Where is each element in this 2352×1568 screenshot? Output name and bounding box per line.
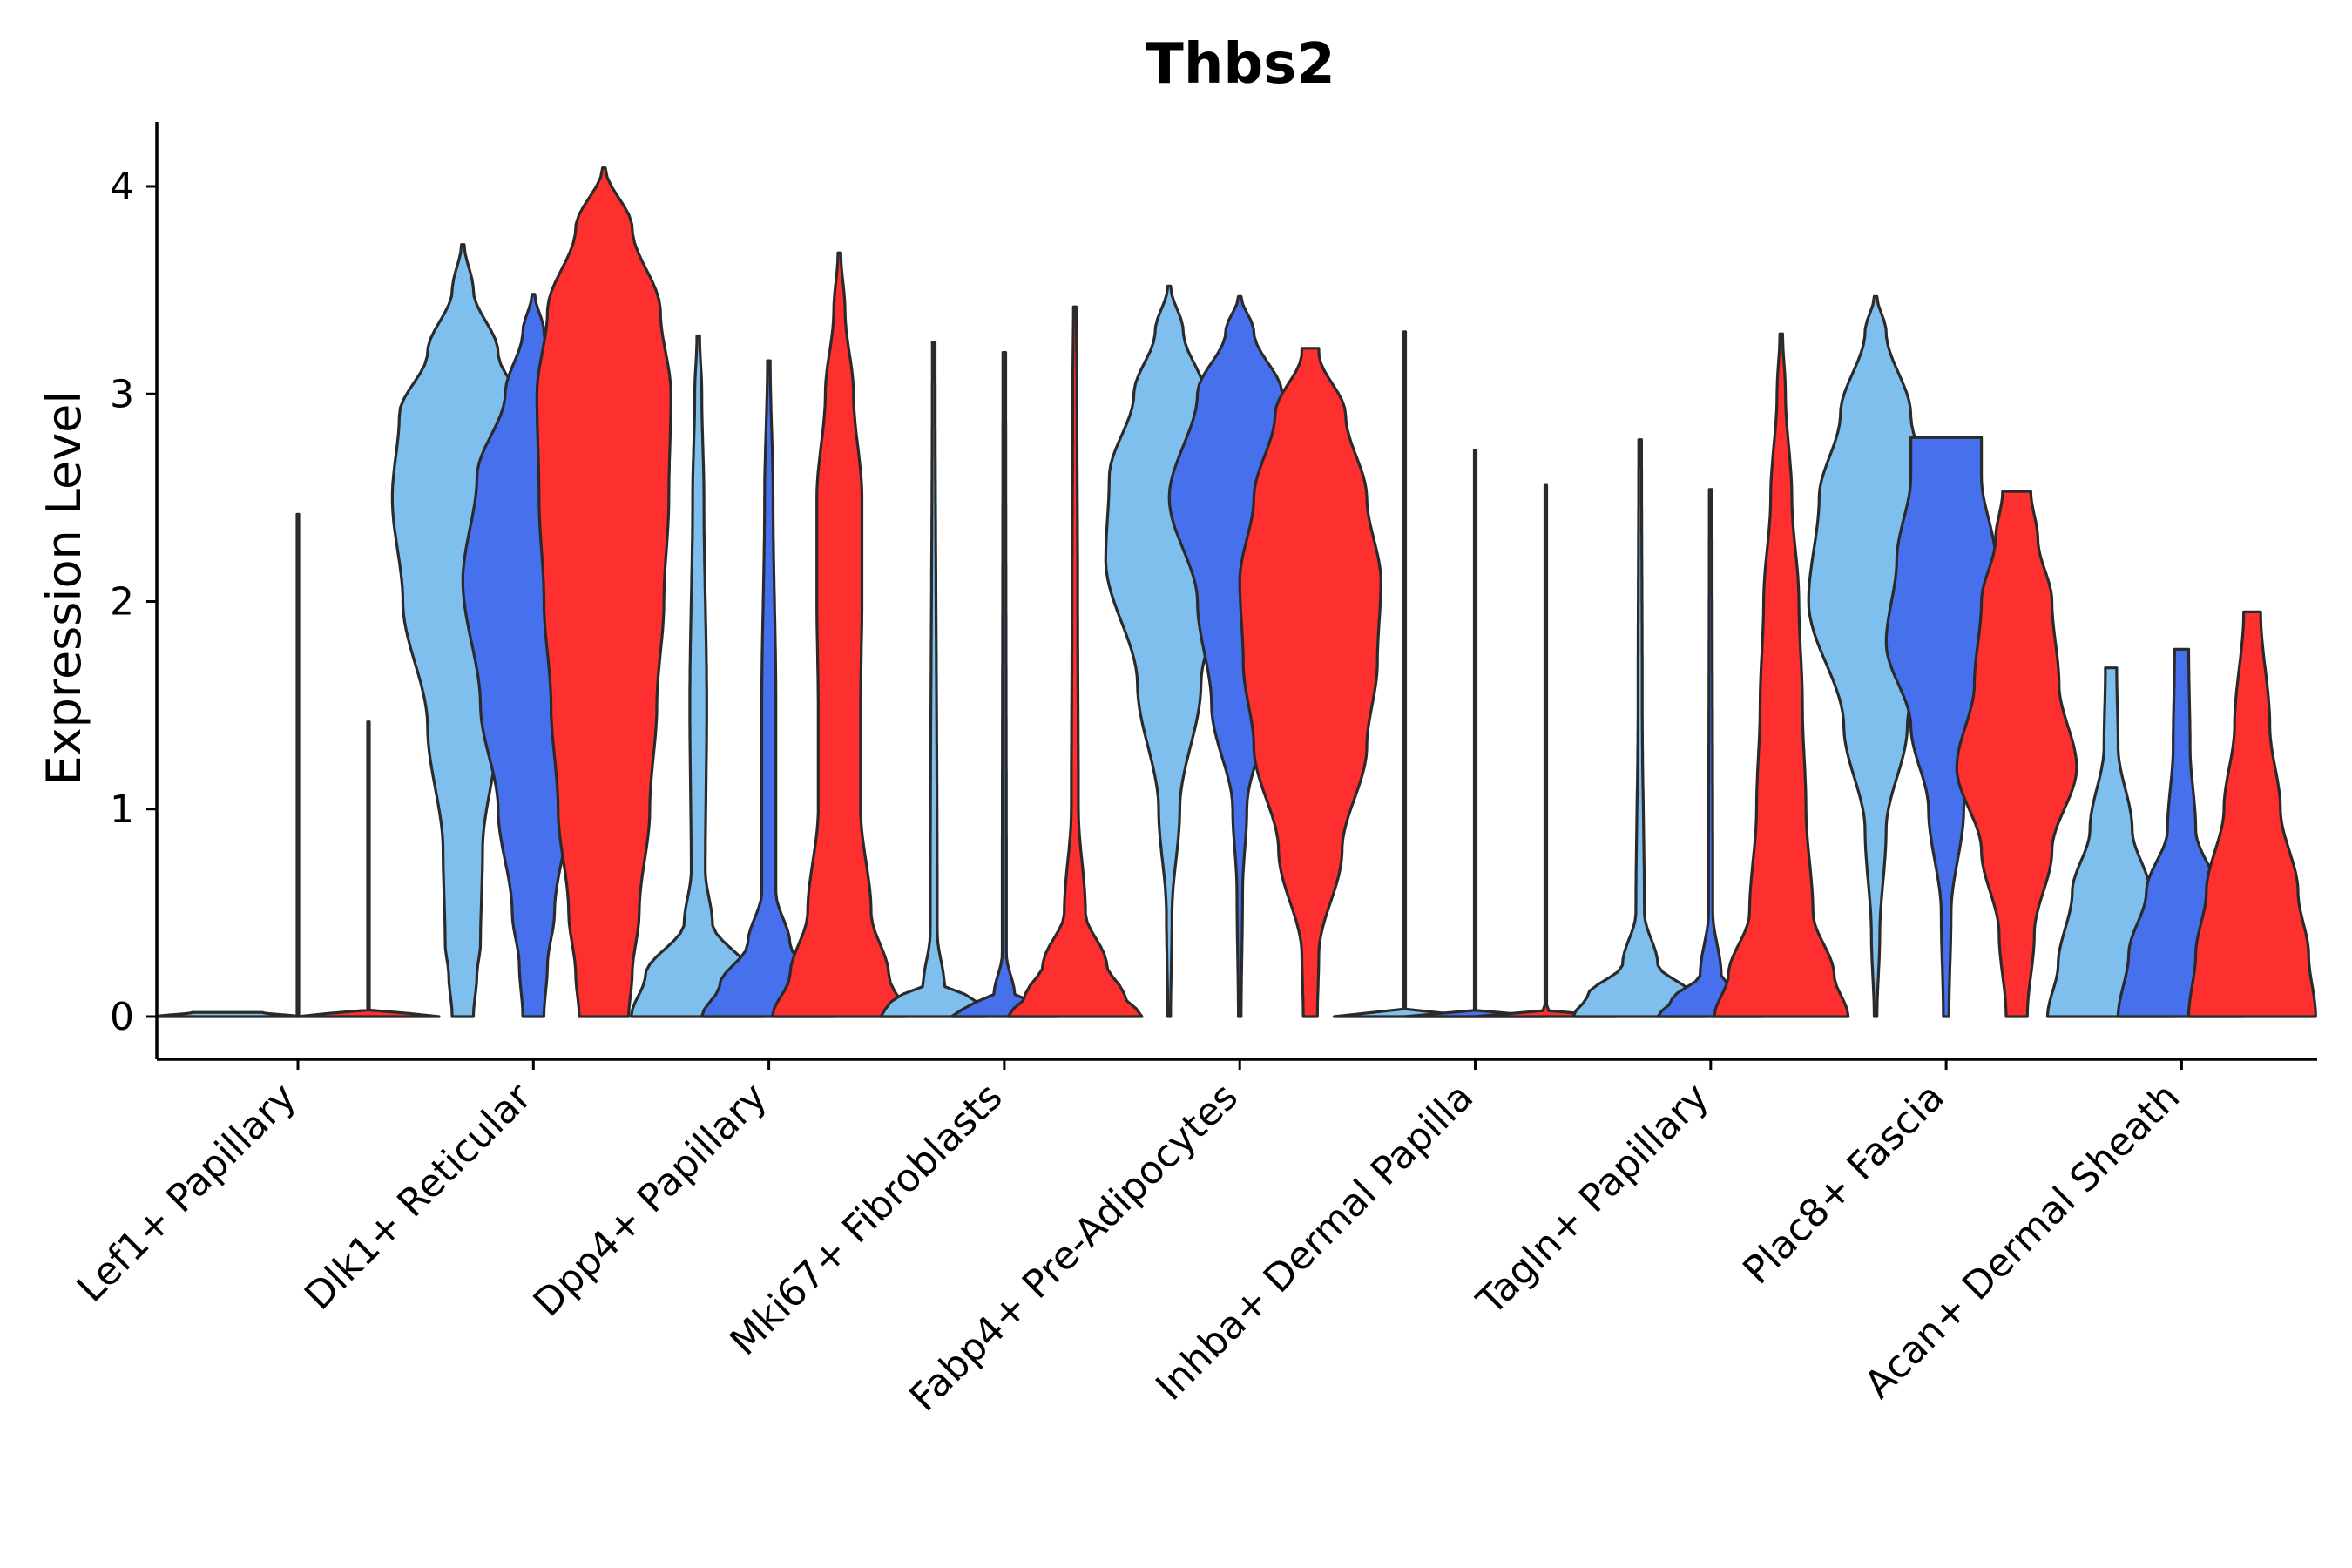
violin-6-2 bbox=[1402, 449, 1548, 1018]
y-tick-label: 2 bbox=[110, 580, 134, 625]
violin-4-1 bbox=[879, 341, 989, 1018]
chart-title: Thbs2 bbox=[1146, 32, 1335, 97]
violin-1-3 bbox=[296, 720, 441, 1018]
x-tick-label: Plac8+ Fascia bbox=[1734, 1075, 1953, 1294]
violin-2-3 bbox=[535, 166, 672, 1018]
violin-4-3 bbox=[1006, 305, 1144, 1018]
violin-9-3 bbox=[2186, 610, 2317, 1018]
violin-1-2 bbox=[295, 512, 301, 1018]
axes-layer: 0 1 2 3 4 bbox=[110, 122, 2317, 1070]
x-tick-label: Tagln+ Papillary bbox=[1468, 1075, 1717, 1324]
violin-3-1 bbox=[630, 334, 767, 1018]
y-tick-label: 1 bbox=[110, 787, 134, 832]
violin-7-1 bbox=[1571, 438, 1709, 1018]
x-tick-label: Lef1+ Papillary bbox=[69, 1075, 305, 1311]
violin-7-3 bbox=[1713, 332, 1850, 1018]
y-tick-label: 3 bbox=[110, 372, 134, 416]
y-tick-label: 0 bbox=[110, 995, 134, 1039]
x-tick-label: Dlk1+ Reticular bbox=[296, 1074, 541, 1319]
violins-layer bbox=[155, 166, 2317, 1018]
violin-3-2 bbox=[700, 359, 838, 1018]
y-axis-label: Expression Level bbox=[37, 391, 91, 786]
violin-4-2 bbox=[950, 351, 1059, 1018]
x-tick-label: Mki67+ Fibroblasts bbox=[721, 1075, 1010, 1364]
y-tick-label: 4 bbox=[110, 165, 134, 209]
violin-6-1 bbox=[1332, 330, 1477, 1018]
violin-6-3 bbox=[1473, 483, 1619, 1018]
violin-5-3 bbox=[1238, 347, 1382, 1018]
violin-8-2 bbox=[1884, 436, 2008, 1018]
violin-1-1 bbox=[155, 1010, 300, 1018]
violin-8-1 bbox=[1807, 294, 1944, 1018]
violin-3-3 bbox=[771, 251, 909, 1018]
violin-7-2 bbox=[1656, 488, 1766, 1018]
violin-8-3 bbox=[1955, 490, 2078, 1018]
x-tick-label: Dpp4+ Papillary bbox=[525, 1075, 776, 1326]
